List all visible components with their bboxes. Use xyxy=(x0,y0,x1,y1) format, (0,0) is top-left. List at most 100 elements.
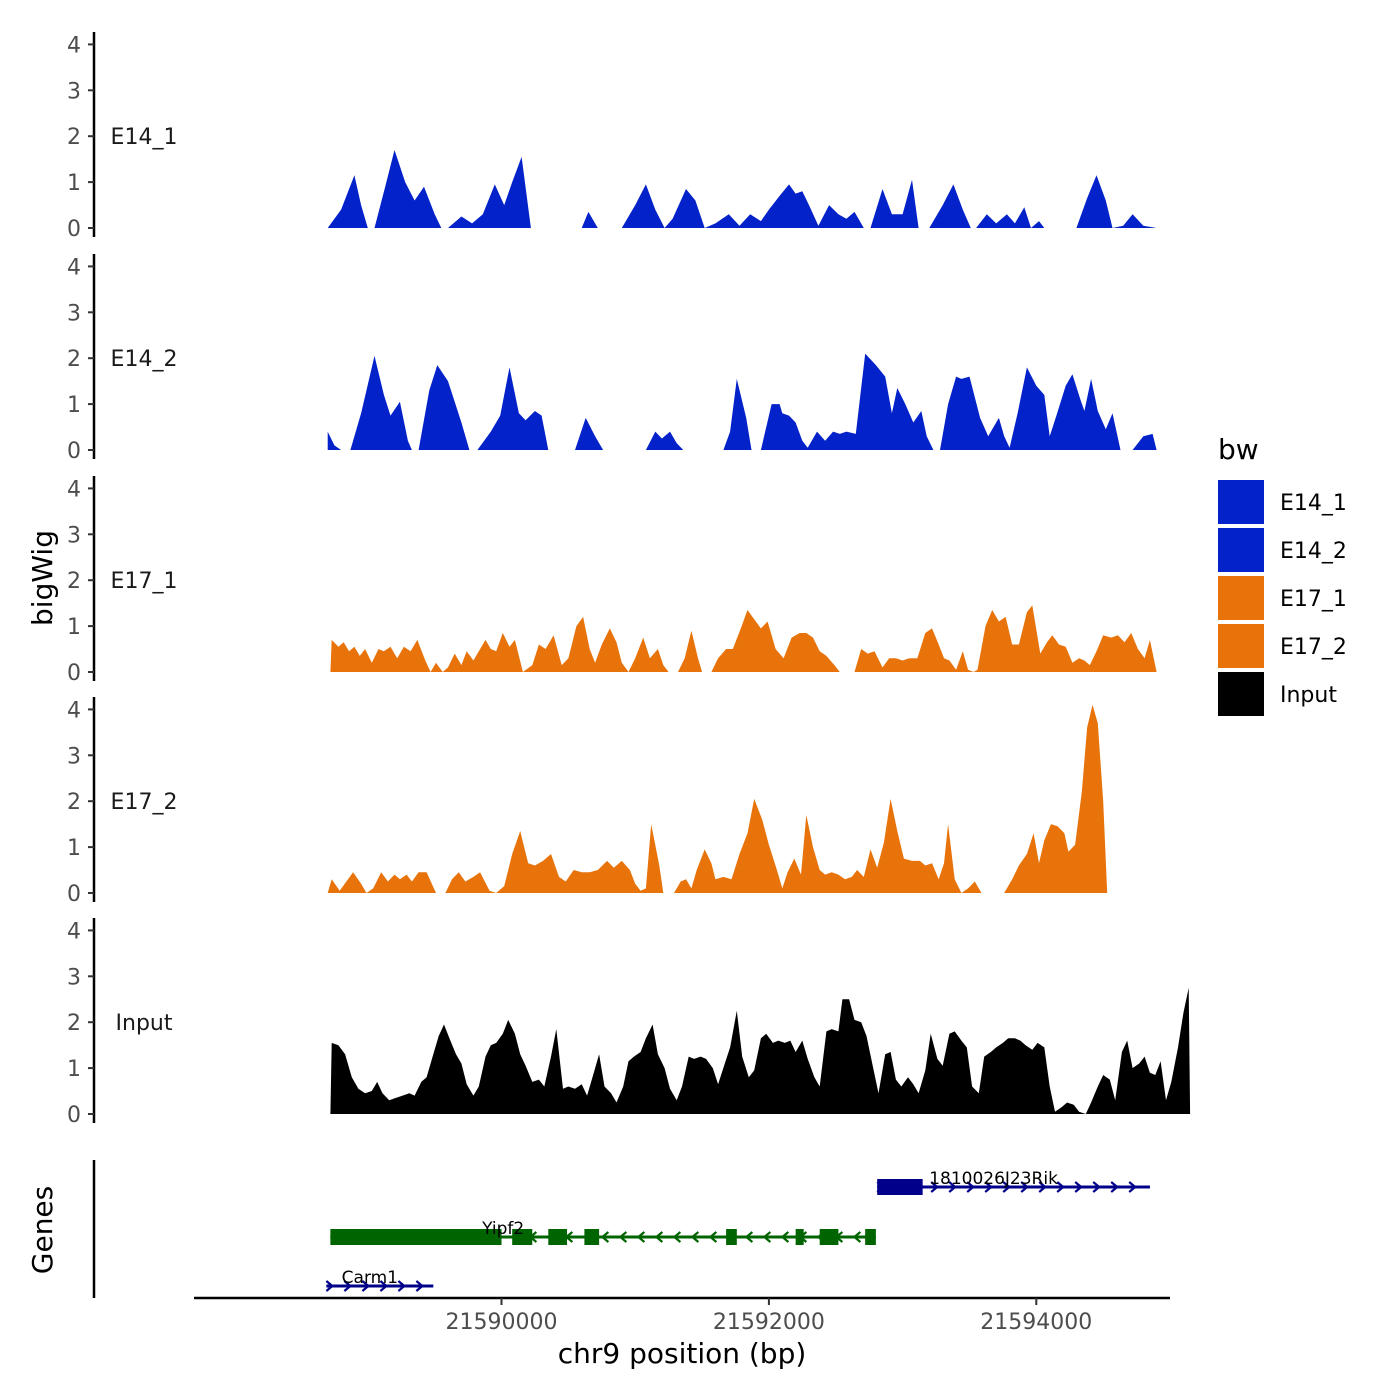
legend: bw E14_1 E14_2 E17_1 E17_2 Input xyxy=(1218,433,1347,716)
strand-arrow-icon xyxy=(708,1231,718,1243)
strand-arrow-icon xyxy=(1092,1181,1101,1193)
legend-key-input xyxy=(1218,672,1264,716)
track-e14-2: 0 1 2 3 4 E14_2 xyxy=(67,254,1157,464)
legend-label: E14_2 xyxy=(1280,539,1347,564)
strand-arrow-icon xyxy=(636,1231,646,1243)
strand-arrow-icon xyxy=(325,1280,335,1292)
y-tick-label: 4 xyxy=(67,255,81,280)
y-tick-label: 1 xyxy=(67,1057,81,1082)
signal-area-e17-2 xyxy=(327,704,1108,893)
y-tick-label: 0 xyxy=(67,439,81,464)
gene-label: 1810026J23Rik xyxy=(929,1169,1058,1189)
strand-arrow-icon xyxy=(379,1280,389,1292)
track-e14-1: 0 1 2 3 4 E14_1 xyxy=(67,32,1157,242)
y-tick-label: 0 xyxy=(67,882,81,907)
strand-arrow-icon xyxy=(930,1181,939,1193)
y-tick-label: 3 xyxy=(67,79,81,104)
legend-label: E14_1 xyxy=(1280,491,1347,516)
x-axis: 21590000 21592000 21594000 xyxy=(194,1296,1170,1335)
exon-block xyxy=(877,1179,923,1195)
x-tick-label: 21594000 xyxy=(980,1310,1092,1335)
strand-arrow-icon xyxy=(618,1231,628,1243)
gene-yipf2: Yipf2 xyxy=(330,1219,876,1245)
x-tick-label: 21590000 xyxy=(446,1310,558,1335)
y-tick-label: 4 xyxy=(67,477,81,502)
y-tick-label: 3 xyxy=(67,301,81,326)
legend-title: bw xyxy=(1218,433,1259,466)
signal-tracks: 0 1 2 3 4 E14_1 0 1 2 3 4 E14_2 0 1 2 3 4 E17_1 0 1 2 3 4 E17_2… xyxy=(67,32,1191,1128)
exon-block xyxy=(584,1229,600,1245)
strand-arrow-icon xyxy=(1056,1181,1065,1193)
exon-block xyxy=(865,1229,876,1245)
legend-label: E17_1 xyxy=(1280,587,1347,612)
strand-arrow-icon xyxy=(1074,1181,1083,1193)
track-label: Input xyxy=(116,1011,173,1036)
exon-block xyxy=(819,1229,839,1245)
signal-area-e14-1 xyxy=(327,150,1157,228)
genes-track-title: Genes xyxy=(26,1186,59,1274)
y-tick-label: 1 xyxy=(67,393,81,418)
legend-label: Input xyxy=(1280,683,1337,708)
y-tick-label: 2 xyxy=(67,347,81,372)
y-tick-label: 2 xyxy=(67,790,81,815)
y-tick-label: 4 xyxy=(67,919,81,944)
strand-arrow-icon xyxy=(361,1280,371,1292)
y-tick-label: 4 xyxy=(67,33,81,58)
y-tick-label: 2 xyxy=(67,125,81,150)
strand-arrow-icon xyxy=(690,1231,700,1243)
y-tick-label: 0 xyxy=(67,661,81,686)
strand-arrow-icon xyxy=(343,1280,353,1292)
strand-arrow-icon xyxy=(984,1181,993,1193)
strand-arrow-icon xyxy=(1020,1181,1029,1193)
track-e17-2: 0 1 2 3 4 E17_2 xyxy=(67,697,1108,907)
gene-1810026j23rik: 1810026J23Rik xyxy=(876,1169,1150,1195)
y-axis-title: bigWig xyxy=(26,530,59,626)
gene-track: 1810026J23Rik Yipf2 Carm1 xyxy=(92,1160,1150,1298)
exon-block xyxy=(512,1229,533,1245)
strand-arrow-icon xyxy=(397,1280,407,1292)
gene-carm1: Carm1 xyxy=(325,1268,434,1292)
track-label: E17_1 xyxy=(111,569,178,594)
track-label: E14_1 xyxy=(111,125,178,150)
y-tick-label: 3 xyxy=(67,523,81,548)
y-tick-label: 1 xyxy=(67,171,81,196)
strand-arrow-icon xyxy=(1002,1181,1011,1193)
legend-key-e14-2 xyxy=(1218,528,1264,572)
signal-area-input xyxy=(330,987,1191,1114)
strand-arrow-icon xyxy=(780,1231,790,1243)
y-tick-label: 0 xyxy=(67,1103,81,1128)
y-tick-label: 1 xyxy=(67,836,81,861)
legend-key-e17-1 xyxy=(1218,576,1264,620)
exon-block xyxy=(330,1229,502,1245)
signal-area-e17-1 xyxy=(330,605,1157,672)
track-label: E14_2 xyxy=(111,347,178,372)
track-e17-1: 0 1 2 3 4 E17_1 xyxy=(67,476,1157,686)
strand-arrow-icon xyxy=(672,1231,682,1243)
strand-arrow-icon xyxy=(1038,1181,1047,1193)
strand-arrow-icon xyxy=(654,1231,664,1243)
strand-arrow-icon xyxy=(1128,1181,1137,1193)
legend-key-e14-1 xyxy=(1218,480,1264,524)
y-tick-label: 2 xyxy=(67,1011,81,1036)
exon-block xyxy=(726,1229,737,1245)
strand-arrow-icon xyxy=(415,1280,425,1292)
y-tick-label: 4 xyxy=(67,698,81,723)
y-tick-label: 2 xyxy=(67,569,81,594)
strand-arrow-icon xyxy=(852,1231,862,1243)
strand-arrow-icon xyxy=(762,1231,772,1243)
strand-arrow-icon xyxy=(600,1231,610,1243)
y-tick-label: 3 xyxy=(67,965,81,990)
y-tick-label: 3 xyxy=(67,744,81,769)
strand-arrow-icon xyxy=(966,1181,975,1193)
exon-block xyxy=(795,1229,804,1245)
strand-arrow-icon xyxy=(1110,1181,1119,1193)
x-tick-label: 21592000 xyxy=(713,1310,825,1335)
strand-arrow-icon xyxy=(744,1231,754,1243)
track-label: E17_2 xyxy=(111,790,178,815)
y-tick-label: 1 xyxy=(67,615,81,640)
gene-label: Yipf2 xyxy=(481,1219,524,1239)
gene-label: Carm1 xyxy=(342,1268,398,1288)
y-tick-label: 0 xyxy=(67,217,81,242)
